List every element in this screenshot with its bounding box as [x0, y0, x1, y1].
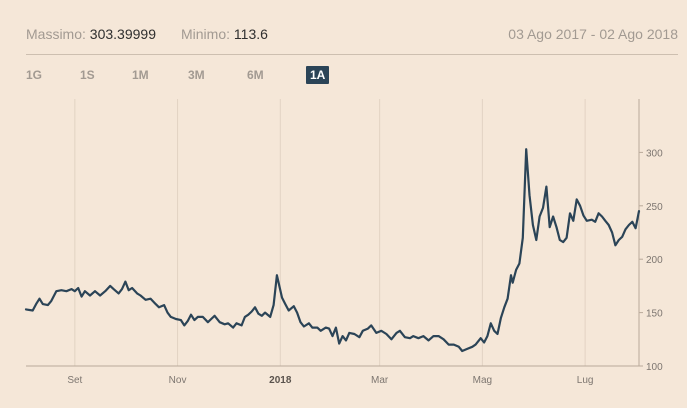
tab-3m[interactable]: 3M — [188, 68, 205, 82]
chart-series — [24, 148, 641, 353]
date-range: 03 Ago 2017 - 02 Ago 2018 — [508, 26, 678, 42]
x-tick-label: Set — [67, 375, 82, 386]
tab-1a[interactable]: 1A — [306, 66, 330, 84]
y-tick-label: 250 — [646, 202, 663, 213]
x-tick-label: Nov — [169, 375, 187, 386]
chart-axes: Set Nov 2018 Mar Mag Lug 100 150 200 250 300 — [26, 99, 663, 386]
min-stat: Minimo: 113.6 — [181, 26, 268, 42]
x-tick-label: 2018 — [269, 375, 292, 386]
y-tick-label: 200 — [646, 255, 663, 266]
stats-header: Massimo: 303.39999 Minimo: 113.6 03 Ago … — [26, 26, 678, 46]
min-value: 113.6 — [233, 26, 268, 42]
price-series-line — [24, 148, 641, 353]
y-tick-label: 100 — [646, 362, 663, 373]
x-tick-label: Mar — [371, 375, 389, 386]
x-tick-label: Mag — [473, 375, 492, 386]
y-tick-label: 300 — [646, 148, 663, 159]
x-tick-label: Lug — [577, 375, 594, 386]
min-label: Minimo: — [181, 26, 231, 42]
tab-6m[interactable]: 6M — [247, 68, 264, 82]
chart-grid — [74, 99, 586, 366]
header-divider — [26, 54, 678, 55]
tab-1s[interactable]: 1S — [80, 68, 95, 82]
y-tick-label: 150 — [646, 309, 663, 320]
tab-1m[interactable]: 1M — [132, 68, 149, 82]
max-label: Massimo: — [26, 26, 86, 42]
tab-1g[interactable]: 1G — [26, 68, 43, 82]
max-stat: Massimo: 303.39999 — [26, 26, 156, 42]
max-value: 303.39999 — [89, 26, 156, 42]
